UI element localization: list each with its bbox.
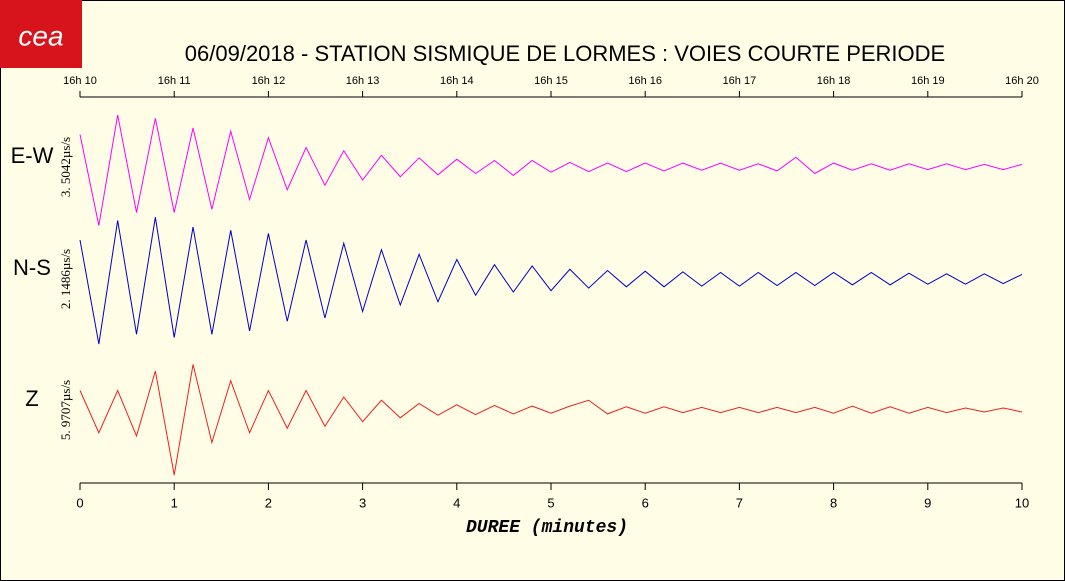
- chart-title: 06/09/2018 - STATION SISMIQUE DE LORMES …: [185, 41, 945, 66]
- x-tick-label: 10: [1015, 495, 1029, 510]
- x2-tick-label: 16h 12: [252, 75, 286, 87]
- x-axis-label: DUREE (minutes): [466, 518, 628, 538]
- x-tick-label: 0: [76, 495, 83, 510]
- logo: cea: [18, 20, 63, 51]
- x-tick-label: 9: [924, 495, 931, 510]
- scale-label: 5. 9707µs/s: [58, 380, 73, 440]
- channel-label: N-S: [13, 255, 51, 280]
- x-tick-label: 6: [642, 495, 649, 510]
- x2-tick-label: 16h 20: [1005, 75, 1039, 87]
- x2-tick-label: 16h 14: [440, 75, 474, 87]
- trace: [79, 114, 1023, 226]
- x2-tick-label: 16h 10: [63, 75, 97, 87]
- logo-box: [0, 0, 82, 68]
- x-tick-label: 4: [453, 495, 460, 510]
- trace: [79, 217, 1023, 345]
- x-tick-label: 3: [359, 495, 366, 510]
- scale-label: 2. 1486µs/s: [58, 249, 73, 309]
- channel-label: Z: [25, 386, 38, 411]
- x-tick-label: 1: [171, 495, 178, 510]
- x-tick-label: 5: [547, 495, 554, 510]
- x2-tick-label: 16h 19: [911, 75, 945, 87]
- x2-tick-label: 16h 18: [817, 75, 851, 87]
- x2-tick-label: 16h 15: [534, 75, 568, 87]
- x2-tick-label: 16h 17: [723, 75, 757, 87]
- x-tick-label: 7: [736, 495, 743, 510]
- x2-tick-label: 16h 13: [346, 75, 380, 87]
- x2-tick-label: 16h 11: [158, 75, 191, 87]
- x-tick-label: 2: [265, 495, 272, 510]
- x-tick-label: 8: [830, 495, 837, 510]
- channel-label: E-W: [11, 143, 54, 168]
- trace: [79, 364, 1023, 476]
- scale-label: 3. 5042µs/s: [58, 137, 73, 197]
- x2-tick-label: 16h 16: [628, 75, 662, 87]
